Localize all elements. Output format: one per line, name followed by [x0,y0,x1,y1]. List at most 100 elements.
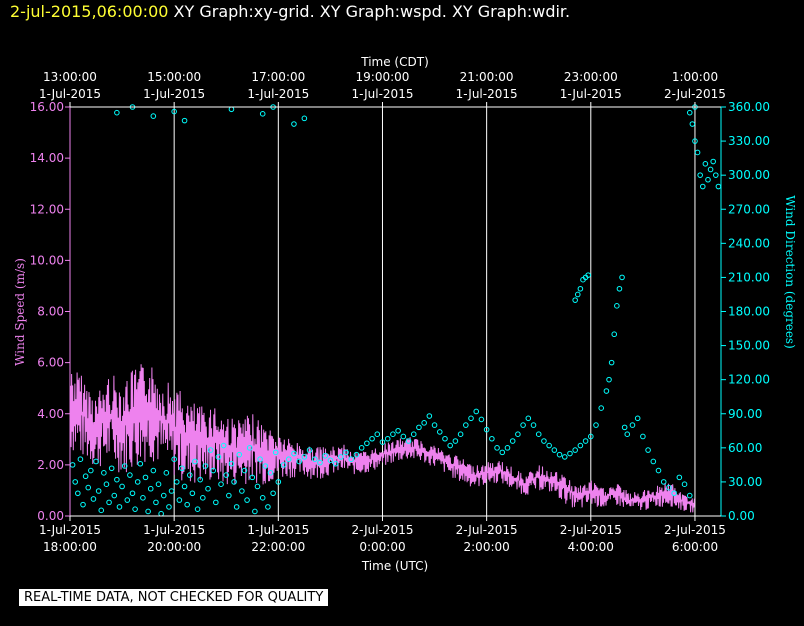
wind-direction-point [184,501,190,508]
y-right-tick-label: 90.00 [728,407,762,421]
y-left-tick-label: 4.00 [37,407,64,421]
wind-direction-point [666,484,672,491]
wind-direction-point [671,490,677,497]
wind-direction-point [478,416,485,423]
wind-direction-point [364,440,370,447]
wind-direction-point [332,460,339,467]
wind-direction-point [205,485,211,492]
wind-direction-point [311,456,318,462]
y-right-tick-label: 360.00 [728,100,770,114]
wind-direction-point [158,510,164,517]
y-left-tick-label: 2.00 [37,458,64,472]
wind-direction-point [228,106,235,113]
wind-direction-point [358,445,365,451]
wind-direction-point [660,479,667,485]
wind-direction-point [179,465,185,472]
wind-direction-point [457,431,464,438]
wind-direction-point [509,438,516,444]
wind-direction-point [468,415,474,422]
wind-direction-point [75,490,81,497]
wind-direction-point [405,438,412,444]
wind-direction-point [689,121,696,127]
wind-direction-point [210,467,217,474]
wind-direction-point [577,285,584,292]
x-bottom-tick-date: 1-Jul-2015 [143,523,205,537]
y-right-tick-label: 210.00 [728,270,770,284]
wind-direction-point [147,485,154,492]
y-right-tick-label: 120.00 [728,373,770,387]
y-left-tick-label: 0.00 [37,509,64,523]
wind-direction-point [606,376,612,383]
wind-direction-point [270,490,276,497]
wind-direction-point [254,483,261,490]
wind-direction-point [262,463,269,469]
wind-direction-point [114,109,120,116]
wind-direction-point [436,429,443,435]
wind-direction-point [181,117,188,124]
wind-direction-point [121,463,128,469]
wind-direction-point [301,115,308,122]
wind-direction-point [98,507,105,514]
wind-direction-point [525,415,532,422]
x-top-tick-time: 13:00:00 [43,70,97,84]
x-bottom-tick-time: 18:00:00 [43,540,97,554]
wind-direction-point [275,479,282,485]
wind-direction-point [173,479,180,485]
x-bottom-tick-time: 0:00:00 [359,540,405,554]
wind-direction-point [546,442,552,449]
wind-direction-point [681,481,688,487]
wind-direction-point [431,422,438,428]
wind-direction-point [707,166,714,173]
x-top-tick-date: 1-Jul-2015 [351,87,413,101]
wind-direction-point [582,438,589,444]
tick-labels: 0.00 2.00 4.00 6.00 8.00 10.00 12.00 14.00 16.00… [30,70,770,554]
y-right-tick-label: 180.00 [728,305,770,319]
wind-direction-point [163,470,170,476]
wind-direction-point [489,435,495,442]
wind-direction-point [629,422,636,428]
wind-direction-point [577,442,584,449]
wind-direction-point [588,433,594,440]
wind-direction-point [384,435,391,442]
wind-direction-point [129,490,136,497]
wind-direction-point [231,479,237,485]
wind-direction-point [541,438,547,444]
wind-direction-point [228,460,235,467]
header-graph-list: XY Graph:xy-grid. XY Graph:wspd. XY Grap… [173,2,571,21]
wind-direction-point [244,497,250,503]
wind-direction-point [616,285,623,292]
x-top-tick-time: 23:00:00 [564,70,618,84]
wind-direction-point [101,470,107,476]
wind-direction-point [499,449,506,456]
wind-direction-point [640,433,646,440]
y-left-tick-label: 12.00 [30,202,64,216]
wind-direction-point [153,499,159,506]
y-right-tick-label: 0.00 [728,509,755,523]
wind-direction-point [106,499,112,506]
wind-direction-point [119,483,125,490]
wind-direction-point [171,456,177,462]
wind-direction-point [176,497,183,503]
wind-direction-series [69,104,722,517]
wind-direction-point [410,431,417,438]
wind-direction-point [257,456,263,462]
wind-direction-point [343,449,349,456]
x-top-tick-date: 1-Jul-2015 [456,87,518,101]
wind-direction-point [442,435,448,442]
wind-direction-point [301,454,308,460]
wind-direction-point [327,457,334,464]
wind-direction-point [155,481,162,487]
x-top-tick-time: 17:00:00 [251,70,305,84]
x-top-tick-time: 15:00:00 [147,70,201,84]
x-bottom-tick-date: 2-Jul-2015 [664,523,726,537]
x-bottom-tick-date: 1-Jul-2015 [247,523,309,537]
wind-direction-point [200,495,206,501]
wind-direction-point [291,121,297,127]
wind-direction-point [189,490,196,497]
wind-direction-point [686,492,693,499]
y-left-tick-label: 14.00 [30,151,64,165]
wind-direction-point [317,459,323,466]
wind-direction-point [379,439,386,445]
wind-direction-point [82,473,89,480]
